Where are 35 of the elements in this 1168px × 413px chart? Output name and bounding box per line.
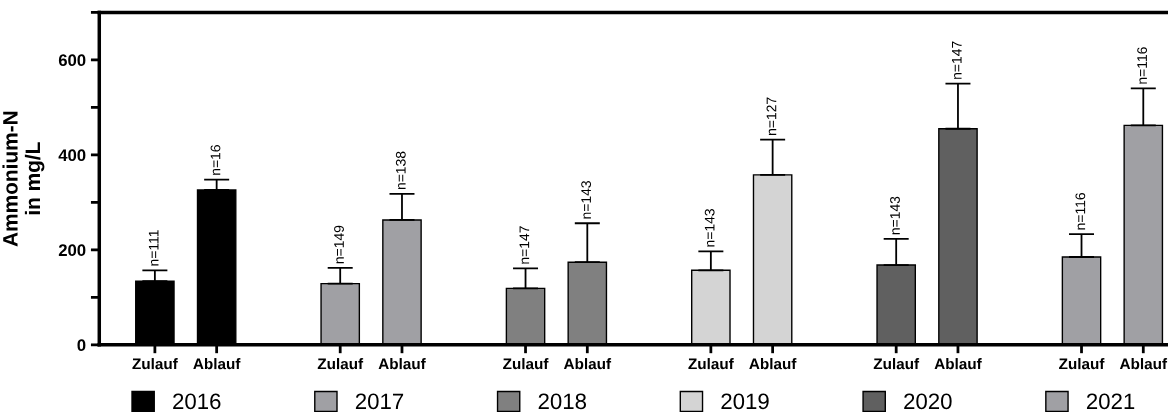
x-tick-label: Zulauf <box>503 358 549 370</box>
x-tick-label: Zulauf <box>873 358 920 370</box>
annotation: n=16 <box>210 145 221 175</box>
annotation: n=127 <box>766 97 777 135</box>
x-tick-label: Ablauf <box>378 358 426 370</box>
annotation: n=149 <box>334 225 344 264</box>
legend-label: 2018 <box>538 393 587 410</box>
legend-label: 2017 <box>355 393 404 410</box>
annotation: n=143 <box>581 181 592 219</box>
annotation: n=111 <box>148 230 159 266</box>
x-tick-label: Zulauf <box>1059 358 1105 370</box>
annotation: n=138 <box>395 151 406 190</box>
annotation: n=116 <box>1075 193 1086 230</box>
annotation: n=147 <box>519 226 530 264</box>
x-tick-label: Zulauf <box>317 358 364 370</box>
x-tick-label: Zulauf <box>132 358 178 370</box>
y-tick-label: 200 <box>58 244 86 257</box>
annotation: n=116 <box>1137 47 1148 84</box>
legend-label: 2021 <box>1086 393 1135 410</box>
legend-label: 2016 <box>173 393 221 410</box>
legend-label: 2019 <box>721 393 769 410</box>
x-tick-label: Ablauf <box>193 358 241 370</box>
legend-label: 2020 <box>904 393 952 410</box>
x-tick-label: Ablauf <box>934 358 982 370</box>
y-axis-title: Ammonium-N in mg/L <box>2 111 45 247</box>
y-tick-label: 400 <box>58 149 86 162</box>
annotation: n=147 <box>952 41 962 79</box>
annotation: n=143 <box>890 196 900 235</box>
x-tick-label: Ablauf <box>1119 358 1168 370</box>
y-tick-label: 0 <box>77 339 86 352</box>
x-tick-label: Ablauf <box>749 358 797 370</box>
x-tick-label: Ablauf <box>563 358 612 370</box>
annotation: n=143 <box>704 209 715 247</box>
x-tick-label: Zulauf <box>688 358 734 370</box>
y-tick-label: 600 <box>58 54 86 67</box>
